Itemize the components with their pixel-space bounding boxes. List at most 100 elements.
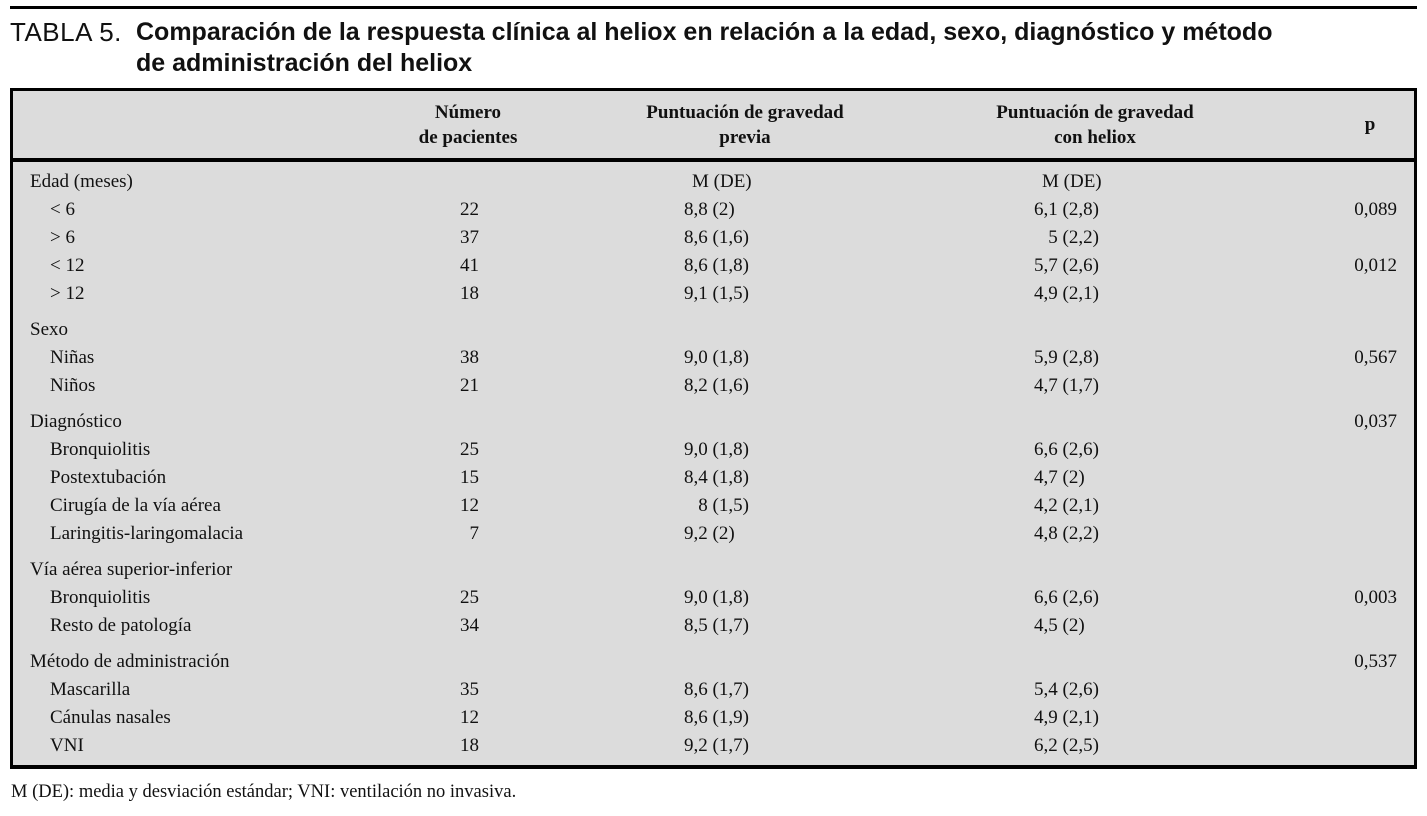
table-row: Edad (meses) M (DE) M (DE)	[13, 168, 1414, 196]
cell-label: VNI	[50, 735, 84, 756]
table-footnote: M (DE): media y desviación estándar; VNI…	[11, 782, 517, 802]
table-title-line2: de administración del heliox	[136, 49, 473, 77]
cell-severity-heliox: 4,2 (2,1)	[1034, 495, 1099, 516]
top-rule	[10, 6, 1417, 9]
cell-label: < 6	[50, 199, 75, 220]
table-row: > 12 18 9,1 (1,5) 4,9 (2,1)	[13, 280, 1414, 308]
table-title: Comparación de la respuesta clínica al h…	[136, 17, 1272, 79]
cell-patients: 34	[460, 615, 479, 636]
cell-severity-heliox: 5,9 (2,8)	[1034, 347, 1099, 368]
table-row: Diagnóstico 0,037	[13, 408, 1414, 436]
cell-severity-heliox: 5,4 (2,6)	[1034, 679, 1099, 700]
cell-label: Diagnóstico	[30, 411, 122, 432]
column-header-heliox-line2: con heliox	[1054, 127, 1136, 148]
cell-severity-previous: 9,0 (1,8)	[684, 347, 749, 368]
cell-patients: 12	[460, 707, 479, 728]
cell-p-value: 0,003	[1354, 587, 1397, 608]
cell-patients: 22	[460, 199, 479, 220]
cell-label: Resto de patología	[50, 615, 192, 636]
cell-label: Método de administración	[30, 651, 230, 672]
cell-patients: 21	[460, 375, 479, 396]
cell-severity-previous: 9,2 (1,7)	[684, 735, 749, 756]
table-row: VNI 18 9,2 (1,7) 6,2 (2,5)	[13, 732, 1414, 760]
cell-label: < 12	[50, 255, 85, 276]
cell-patients: 38	[460, 347, 479, 368]
table-row: Postextubación 15 8,4 (1,8) 4,7 (2)	[13, 464, 1414, 492]
cell-label: Edad (meses)	[30, 171, 133, 192]
table-row: Cánulas nasales 12 8,6 (1,9) 4,9 (2,1)	[13, 704, 1414, 732]
column-header-prev-line1: Puntuación de gravedad	[646, 102, 844, 123]
table-row: > 6 37 8,6 (1,6) 5 (2,2)	[13, 224, 1414, 252]
cell-severity-previous: 8,6 (1,7)	[684, 679, 749, 700]
cell-patients: 25	[460, 439, 479, 460]
table-caption: TABLA 5. Comparación de la respuesta clí…	[10, 17, 1417, 79]
table-row: Laringitis-laringomalacia 7 9,2 (2) 4,8 (2,…	[13, 520, 1414, 548]
table-row: Niños 21 8,2 (1,6) 4,7 (1,7)	[13, 372, 1414, 400]
cell-severity-heliox: M (DE)	[1042, 171, 1102, 192]
cell-patients: 37	[460, 227, 479, 248]
column-header-severity-heliox: Puntuación de gravedad con heliox	[996, 100, 1193, 150]
data-table: Número de pacientes Puntuación de graved…	[10, 88, 1417, 769]
column-header-p-value: p	[1364, 114, 1376, 135]
table-body: Edad (meses) M (DE) M (DE) < 6 22 8,8 (2) 6,1 …	[13, 162, 1414, 765]
cell-label: Niñas	[50, 347, 95, 368]
table-row: Vía aérea superior-inferior	[13, 556, 1414, 584]
table-row: < 6 22 8,8 (2) 6,1 (2,8) 0,089	[13, 196, 1414, 224]
cell-patients: 15	[460, 467, 479, 488]
cell-severity-heliox: 6,6 (2,6)	[1034, 439, 1099, 460]
cell-severity-previous: 9,2 (2)	[684, 523, 735, 544]
cell-severity-heliox: 4,9 (2,1)	[1034, 707, 1099, 728]
cell-severity-heliox: 6,6 (2,6)	[1034, 587, 1099, 608]
cell-label: > 12	[50, 283, 85, 304]
cell-patients: 18	[460, 735, 479, 756]
cell-p-value: 0,537	[1354, 651, 1397, 672]
cell-severity-previous: 8 (1,5)	[684, 495, 749, 516]
cell-severity-previous: 8,5 (1,7)	[684, 615, 749, 636]
cell-label: Cánulas nasales	[50, 707, 171, 728]
cell-severity-previous: 8,6 (1,8)	[684, 255, 749, 276]
cell-label: Cirugía de la vía aérea	[50, 495, 221, 516]
cell-severity-previous: 8,4 (1,8)	[684, 467, 749, 488]
column-header-patients: Número de pacientes	[419, 100, 518, 150]
cell-severity-previous: 9,1 (1,5)	[684, 283, 749, 304]
cell-severity-heliox: 5,7 (2,6)	[1034, 255, 1099, 276]
cell-patients: 12	[460, 495, 479, 516]
cell-severity-heliox: 6,2 (2,5)	[1034, 735, 1099, 756]
table-row: Resto de patología 34 8,5 (1,7) 4,5 (2)	[13, 612, 1414, 640]
cell-label: Bronquiolitis	[50, 587, 151, 608]
cell-severity-heliox: 4,9 (2,1)	[1034, 283, 1099, 304]
cell-patients: 41	[460, 255, 479, 276]
cell-label: Laringitis-laringomalacia	[50, 523, 244, 544]
table-row: Mascarilla 35 8,6 (1,7) 5,4 (2,6)	[13, 676, 1414, 704]
table-title-line1: Comparación de la respuesta clínica al h…	[136, 18, 1273, 46]
column-header-prev-line2: previa	[719, 127, 771, 148]
cell-severity-heliox: 4,8 (2,2)	[1034, 523, 1099, 544]
cell-patients: 7	[469, 523, 480, 544]
cell-severity-previous: 8,6 (1,9)	[684, 707, 749, 728]
cell-label: Vía aérea superior-inferior	[30, 559, 233, 580]
cell-severity-heliox: 4,7 (2)	[1034, 467, 1085, 488]
cell-severity-heliox: 6,1 (2,8)	[1034, 199, 1099, 220]
cell-label: Postextubación	[50, 467, 167, 488]
table-row: Bronquiolitis 25 9,0 (1,8) 6,6 (2,6)	[13, 436, 1414, 464]
cell-patients: 18	[460, 283, 479, 304]
cell-label: Niños	[50, 375, 96, 396]
cell-severity-heliox: 5 (2,2)	[1034, 227, 1099, 248]
cell-severity-previous: 9,0 (1,8)	[684, 439, 749, 460]
cell-severity-previous: 8,6 (1,6)	[684, 227, 749, 248]
cell-label: Bronquiolitis	[50, 439, 151, 460]
cell-severity-previous: M (DE)	[692, 171, 752, 192]
table-header: Número de pacientes Puntuación de graved…	[13, 91, 1414, 162]
column-header-severity-previous: Puntuación de gravedad previa	[646, 100, 843, 150]
column-header-patients-line2: de pacientes	[418, 127, 518, 148]
table-row: Sexo	[13, 316, 1414, 344]
cell-severity-previous: 8,2 (1,6)	[684, 375, 749, 396]
table-row: < 12 41 8,6 (1,8) 5,7 (2,6) 0,012	[13, 252, 1414, 280]
table-row: Cirugía de la vía aérea 12 8 (1,5) 4,2 (2,…	[13, 492, 1414, 520]
cell-label: Sexo	[30, 319, 68, 340]
cell-patients: 35	[460, 679, 479, 700]
cell-p-value: 0,037	[1354, 411, 1397, 432]
cell-patients: 25	[460, 587, 479, 608]
column-header-heliox-line1: Puntuación de gravedad	[996, 102, 1194, 123]
